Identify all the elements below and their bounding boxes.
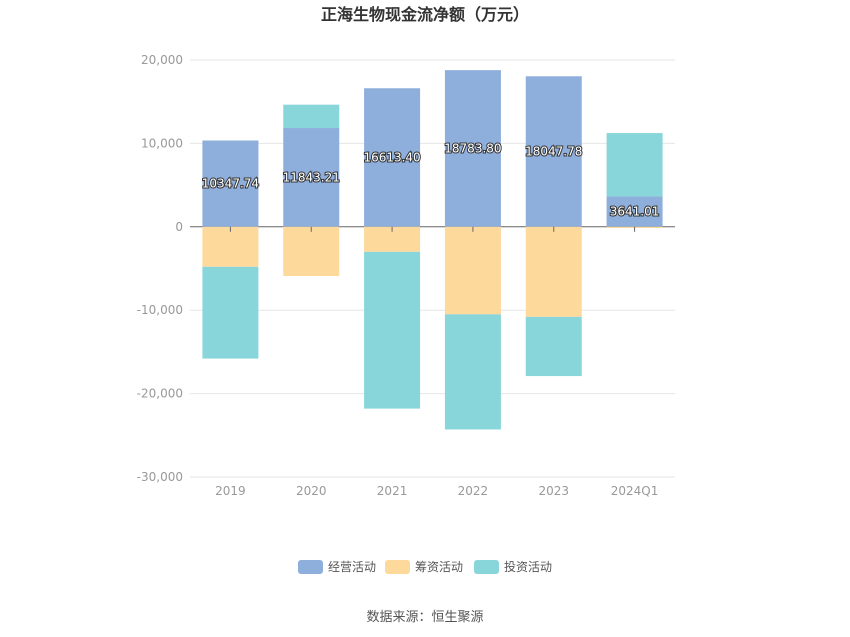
bar-segment[interactable]: [444, 226, 501, 315]
legend-item[interactable]: 筹资活动: [385, 560, 463, 574]
legend[interactable]: 经营活动 筹资活动 投资活动: [298, 559, 552, 574]
bar-segment[interactable]: [202, 140, 259, 227]
bar-segment[interactable]: [606, 196, 663, 227]
bar-segment[interactable]: [202, 266, 259, 359]
y-tick-label: 20,000: [141, 53, 183, 67]
chart-title: 正海生物现金流净额（万元）: [321, 5, 529, 24]
legend-swatch: [474, 560, 499, 574]
bars: [202, 70, 663, 430]
legend-label: 筹资活动: [415, 560, 463, 574]
legend-label: 投资活动: [504, 559, 552, 574]
y-axis: 20,000 10,000 0 -10,000 -20,000 -30,000: [137, 53, 183, 484]
x-tick-label: 2022: [458, 484, 489, 498]
x-tick-label: 2021: [377, 484, 408, 498]
bar-segment[interactable]: [606, 133, 663, 197]
y-tick-label: -30,000: [137, 470, 183, 484]
legend-item[interactable]: 经营活动: [298, 560, 376, 574]
y-tick-label: -20,000: [137, 387, 183, 401]
bar-segment[interactable]: [444, 70, 501, 227]
data-label: 10347.74: [202, 177, 259, 191]
y-tick-label: 10,000: [141, 136, 183, 150]
bar-segment[interactable]: [283, 128, 340, 227]
x-tick-label: 2019: [215, 484, 246, 498]
x-tick-label: 2020: [296, 484, 327, 498]
x-tick-label: 2023: [538, 484, 569, 498]
bar-segment[interactable]: [525, 226, 582, 317]
data-labels: 10347.74 11843.21 16613.40 18783.80 18047.78…: [201, 140, 661, 219]
x-tick-label: 2024Q1: [611, 484, 659, 498]
data-label: 3641.01: [610, 205, 660, 219]
bar-segment[interactable]: [525, 76, 582, 227]
source-note: 数据来源：恒生聚源: [366, 610, 483, 625]
legend-label: 经营活动: [328, 560, 376, 574]
bar-segment[interactable]: [444, 314, 501, 430]
legend-swatch: [298, 560, 323, 574]
bar-segment[interactable]: [283, 104, 340, 129]
bar-segment[interactable]: [364, 88, 421, 227]
y-tick-label: -10,000: [137, 303, 183, 317]
y-tick-label: 0: [175, 220, 183, 234]
bar-segment[interactable]: [525, 316, 582, 377]
data-label: 16613.40: [363, 151, 420, 165]
data-label: 11843.21: [283, 170, 340, 184]
gridlines: [190, 59, 675, 478]
bar-segment[interactable]: [202, 226, 259, 267]
data-label: 18047.78: [525, 145, 582, 159]
x-axis: 2019 2020 2021 2022 2023 2024Q1: [215, 226, 659, 498]
legend-swatch: [385, 560, 410, 574]
bar-segment[interactable]: [283, 226, 340, 277]
data-label: 18783.80: [444, 141, 501, 155]
legend-item[interactable]: 投资活动: [474, 559, 552, 574]
bar-segment[interactable]: [364, 251, 421, 409]
